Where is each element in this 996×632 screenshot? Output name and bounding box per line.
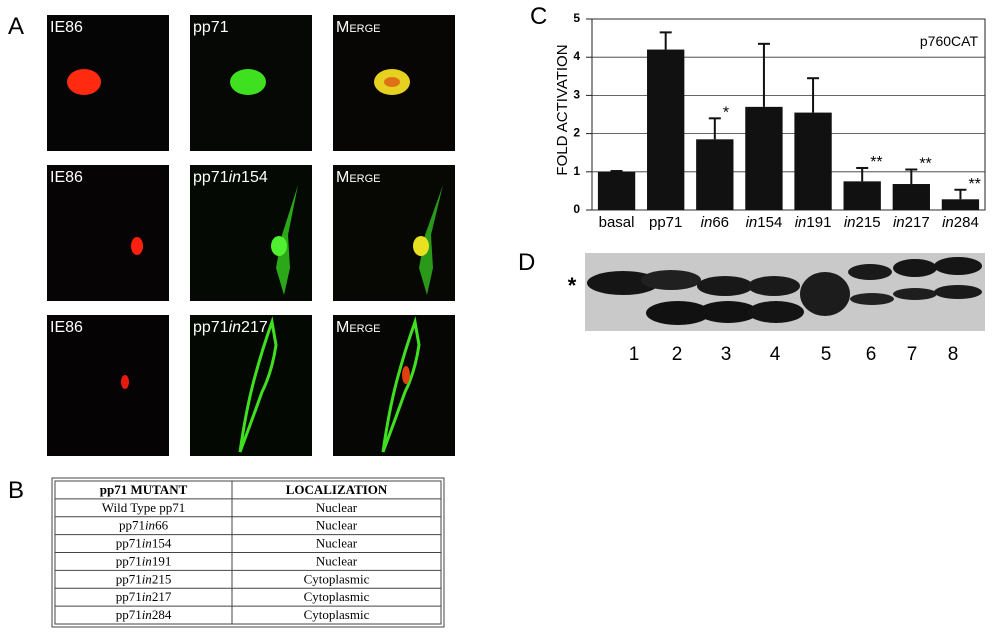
panel-label: D (518, 249, 535, 276)
x-tick-label: in66 (701, 214, 729, 231)
lane-label: 4 (770, 344, 781, 365)
image-label: IE86 (50, 319, 83, 336)
lane-label: 1 (629, 344, 640, 365)
table-header: LOCALIZATION (286, 482, 388, 497)
table-cell: Nuclear (316, 518, 358, 533)
x-tick-label: in191 (795, 214, 832, 231)
table-cell: Nuclear (316, 500, 358, 515)
table-cell: pp71in66 (119, 518, 169, 533)
table-header: pp71 MUTANT (100, 482, 188, 497)
y-tick-label: 0 (573, 202, 580, 216)
y-axis-label: FOLD ACTIVATION (554, 44, 571, 175)
image-label: pp71 (193, 19, 229, 36)
bar (892, 184, 930, 210)
x-tick-label: in284 (942, 214, 979, 231)
table-cell: pp71in284 (116, 607, 172, 622)
y-tick-label: 5 (573, 11, 580, 25)
table-cell: Nuclear (316, 553, 358, 568)
image-label: Merge (336, 19, 381, 36)
bar (794, 112, 832, 210)
lane-label: 8 (948, 344, 959, 365)
lane-label: 2 (672, 344, 683, 365)
bar (647, 49, 685, 211)
bar (597, 171, 636, 210)
y-tick-label: 2 (573, 126, 580, 140)
x-tick-label: pp71 (649, 214, 682, 231)
image-label: pp71in217 (193, 319, 268, 336)
significance: ** (968, 176, 980, 193)
image-label: IE86 (50, 169, 83, 186)
significance: ** (919, 156, 931, 173)
significance: * (723, 105, 729, 122)
y-tick-label: 3 (573, 88, 580, 102)
bar (696, 139, 734, 210)
bar (941, 199, 980, 210)
image-label: Merge (336, 319, 381, 336)
table-cell: Nuclear (316, 536, 358, 551)
panel-label: C (530, 3, 547, 30)
bar (745, 106, 783, 210)
panel-label: A (8, 13, 24, 40)
y-tick-label: 1 (573, 164, 580, 178)
x-tick-label: in217 (893, 214, 930, 231)
table-cell: Wild Type pp71 (102, 500, 186, 515)
table-cell: Cytoplasmic (304, 589, 370, 604)
table-cell: Cytoplasmic (304, 607, 370, 622)
table-cell: pp71in191 (116, 553, 172, 568)
y-tick-label: 4 (573, 49, 580, 63)
lane-label: 5 (821, 344, 832, 365)
x-tick-label: basal (599, 214, 635, 231)
micrographs (47, 15, 455, 456)
x-tick-label: in215 (844, 214, 881, 231)
significance: ** (870, 154, 882, 171)
bar (843, 181, 881, 210)
lane-label: 6 (866, 344, 877, 365)
table-cell: pp71in154 (116, 536, 172, 551)
panel-label: B (8, 477, 24, 504)
table-cell: pp71in217 (116, 589, 172, 604)
table-cell: pp71in215 (116, 571, 172, 586)
lane-label: 3 (721, 344, 732, 365)
x-tick-label: in154 (746, 214, 783, 231)
image-label: Merge (336, 169, 381, 186)
image-label: pp71in154 (193, 169, 268, 186)
chart-title: p760CAT (920, 33, 979, 49)
blot-marker: * (568, 273, 577, 298)
image-label: IE86 (50, 19, 83, 36)
western-blot (585, 253, 985, 331)
table-cell: Cytoplasmic (304, 571, 370, 586)
lane-label: 7 (907, 344, 918, 365)
